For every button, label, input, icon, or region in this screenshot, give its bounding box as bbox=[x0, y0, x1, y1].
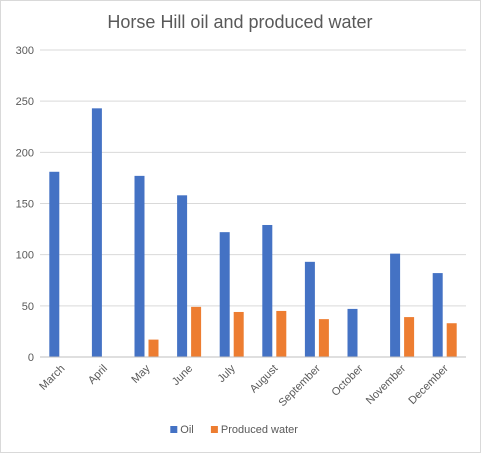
bar-produced-water-september bbox=[318, 319, 329, 357]
bar-produced-water-may bbox=[148, 339, 159, 357]
legend-swatch-oil bbox=[170, 426, 178, 433]
bar-oil-april bbox=[91, 108, 102, 357]
x-tick-label: March bbox=[37, 363, 67, 393]
legend-label-produced-water: Produced water bbox=[221, 424, 298, 436]
bar-oil-september bbox=[304, 261, 315, 357]
bar-produced-water-december bbox=[446, 323, 457, 357]
legend-swatch-produced-water bbox=[210, 426, 218, 433]
bar-oil-june bbox=[177, 195, 188, 357]
x-tick-label: September bbox=[276, 362, 323, 409]
bar-produced-water-june bbox=[191, 306, 202, 357]
y-tick-label: 150 bbox=[16, 199, 34, 211]
y-tick-label: 300 bbox=[16, 45, 34, 57]
bar-oil-may bbox=[134, 175, 145, 357]
legend-label-oil: Oil bbox=[180, 424, 193, 436]
x-tick-label: December bbox=[406, 362, 451, 407]
bar-oil-october bbox=[347, 308, 358, 357]
gridlines bbox=[40, 49, 466, 307]
y-axis-ticks: 0 50 100 150 200 250 300 bbox=[16, 45, 34, 364]
y-tick-label: 100 bbox=[16, 250, 34, 262]
bar-oil-december bbox=[432, 273, 443, 357]
bar-oil-march bbox=[49, 171, 60, 357]
bars bbox=[49, 108, 457, 357]
chart-title: Horse Hill oil and produced water bbox=[107, 12, 372, 32]
y-tick-label: 0 bbox=[28, 352, 34, 364]
bar-produced-water-august bbox=[276, 310, 287, 357]
y-tick-label: 50 bbox=[22, 301, 34, 313]
x-tick-label: April bbox=[86, 363, 110, 387]
x-tick-label: June bbox=[170, 363, 195, 388]
bar-oil-july bbox=[219, 232, 230, 357]
y-tick-label: 200 bbox=[16, 147, 34, 159]
legend: Oil Produced water bbox=[170, 424, 298, 436]
x-tick-label: October bbox=[329, 362, 365, 398]
bar-oil-august bbox=[262, 224, 273, 357]
bar-produced-water-november bbox=[404, 317, 415, 357]
bar-oil-november bbox=[390, 253, 401, 357]
x-tick-label: May bbox=[129, 362, 153, 386]
x-tick-label: August bbox=[248, 363, 281, 396]
x-tick-label: July bbox=[216, 362, 239, 385]
x-tick-label: November bbox=[364, 362, 409, 407]
y-tick-label: 250 bbox=[16, 96, 34, 108]
bar-produced-water-july bbox=[233, 311, 244, 357]
